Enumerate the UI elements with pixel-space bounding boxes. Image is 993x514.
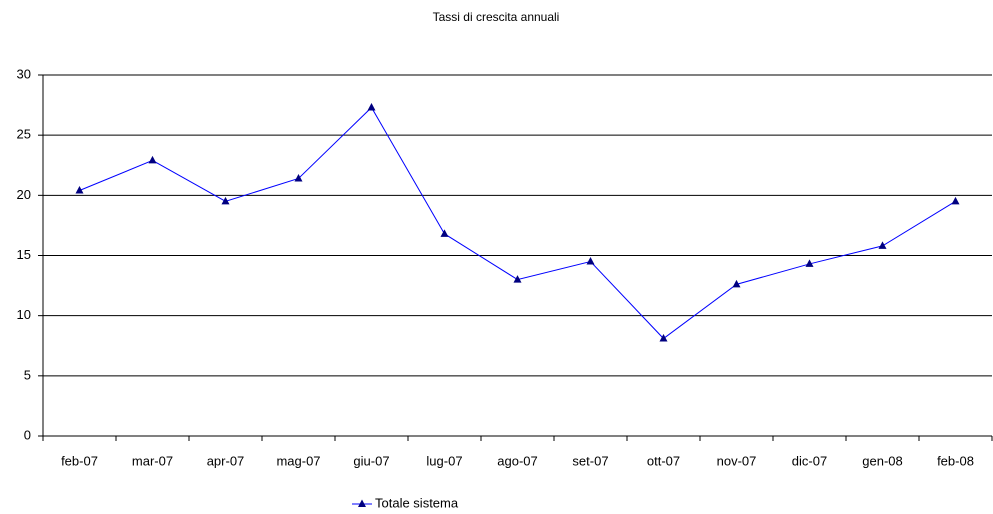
x-tick-label: dic-07 [792,453,827,468]
y-tick-label: 5 [24,367,31,382]
series-line [79,106,956,340]
data-point [732,279,741,288]
legend-marker [358,499,366,507]
x-tick-label: mar-07 [132,453,173,468]
data-point [294,173,303,182]
data-point [951,196,960,205]
y-tick-label: 10 [17,307,31,322]
legend-label: Totale sistema [375,495,459,510]
data-point [805,259,814,267]
data-point [440,229,449,237]
data-point [513,275,522,283]
data-point [586,257,595,265]
x-tick-label: lug-07 [426,453,462,468]
x-tick-label: ago-07 [497,453,537,468]
x-tick-label: mag-07 [276,453,320,468]
y-tick-label: 0 [24,427,31,442]
x-tick-label: feb-08 [937,453,974,468]
y-tick-label: 25 [17,127,31,142]
x-tick-label: gen-08 [862,453,902,468]
x-tick-label: nov-07 [717,453,757,468]
x-tick-label: set-07 [572,453,608,468]
data-point [221,196,230,205]
chart-title: Tassi di crescita annuali [433,10,560,24]
x-tick-label: ott-07 [647,453,680,468]
data-point [148,155,157,164]
data-point [659,334,668,342]
x-tick-label: apr-07 [207,453,245,468]
y-tick-label: 20 [17,187,31,202]
x-tick-label: giu-07 [353,453,389,468]
y-tick-label: 30 [17,66,31,81]
data-point [75,186,84,194]
y-tick-label: 15 [17,247,31,262]
data-point [878,241,887,249]
data-point [367,102,376,111]
x-tick-label: feb-07 [61,453,98,468]
